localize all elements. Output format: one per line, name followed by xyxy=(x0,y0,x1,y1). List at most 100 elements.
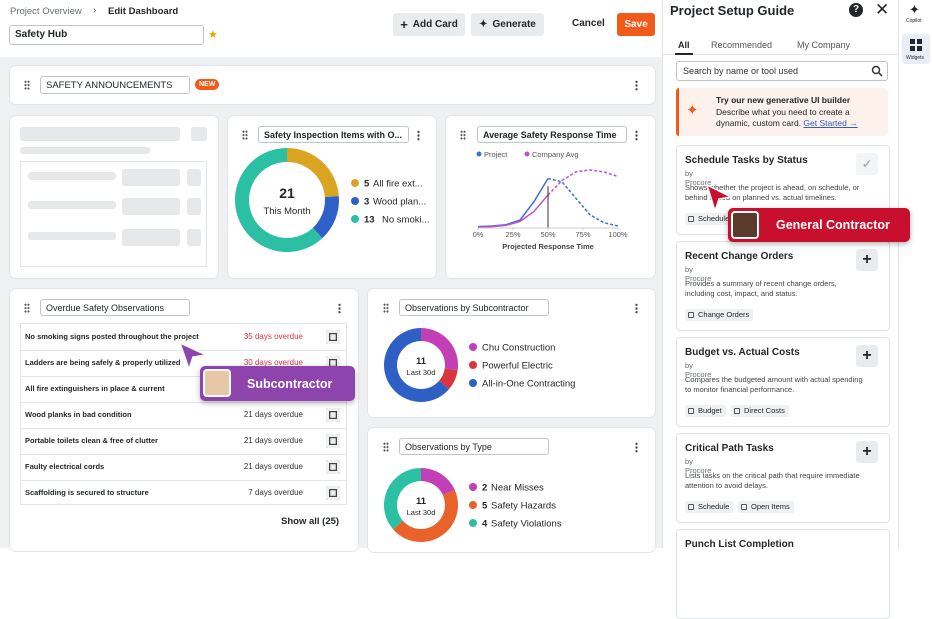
breadcrumb-parent[interactable]: Project Overview xyxy=(10,6,82,17)
skeleton-bar xyxy=(28,172,116,180)
search-placeholder: Search by name or tool used xyxy=(683,66,799,76)
row-item: Wood planks in bad condition xyxy=(25,410,132,419)
tab[interactable]: My Company xyxy=(797,40,851,50)
copilot-icon[interactable]: ✦ xyxy=(909,2,920,17)
widgets-label: Widgets xyxy=(906,55,925,61)
add-button[interactable]: + xyxy=(856,249,878,271)
row-status: 7 days overdue xyxy=(248,488,303,497)
row-item: Faulty electrical cords xyxy=(25,462,105,471)
tag-icon xyxy=(688,312,694,318)
guide-card-source: by Procore xyxy=(685,457,712,475)
guide-card-description: Provides a summary of recent change orde… xyxy=(685,279,837,298)
cancel-button[interactable]: Cancel xyxy=(572,18,605,29)
guide-title: Project Setup Guide xyxy=(670,3,795,18)
card-menu[interactable] xyxy=(635,130,638,141)
dashboard-name-input[interactable]: Safety Hub xyxy=(9,25,204,45)
help-icon[interactable]: ? xyxy=(849,3,863,17)
guide-card-description: Lists tasks on the critical path that re… xyxy=(685,471,860,490)
card-menu[interactable] xyxy=(417,130,420,141)
guide-card-title: Recent Change Orders xyxy=(685,251,794,262)
copilot-label[interactable]: Copilot xyxy=(906,18,922,24)
row-status: 21 days overdue xyxy=(243,436,303,445)
drag-handle[interactable] xyxy=(383,303,389,313)
open-link-icon[interactable] xyxy=(326,460,340,474)
skeleton-bar xyxy=(20,147,150,154)
close-icon[interactable]: ✕ xyxy=(875,0,890,19)
card-title[interactable]: Observations by Subcontractor xyxy=(399,299,549,316)
drag-handle[interactable] xyxy=(383,442,389,452)
card-menu[interactable] xyxy=(635,303,638,314)
search-input[interactable] xyxy=(676,61,888,81)
skeleton-table xyxy=(20,161,207,267)
tag-icon xyxy=(688,408,694,414)
skeleton-bar xyxy=(187,229,201,246)
skeleton-bar xyxy=(187,169,201,186)
tag: Budget xyxy=(685,405,726,417)
add-card-button[interactable]: + Add Card xyxy=(393,13,465,36)
card-title[interactable]: Observations by Type xyxy=(399,438,549,455)
skeleton-card xyxy=(10,116,218,278)
row-divider xyxy=(21,454,346,455)
tag-label: Schedule xyxy=(698,502,730,511)
card-title[interactable]: Average Safety Response Time xyxy=(477,126,627,143)
tab[interactable]: All xyxy=(678,40,690,50)
guide-card-source: by Procore xyxy=(685,361,712,379)
tag-icon xyxy=(734,408,740,414)
open-link-icon[interactable] xyxy=(326,330,340,344)
announcements-title[interactable]: SAFETY ANNOUNCEMENTS xyxy=(40,76,190,94)
generate-button[interactable]: ✦ Generate xyxy=(471,13,544,36)
search-icon xyxy=(871,65,883,77)
row-divider xyxy=(21,480,346,481)
show-all-link[interactable]: Show all (25) xyxy=(281,516,340,527)
card-menu[interactable] xyxy=(338,303,341,314)
guide-card-title: Punch List Completion xyxy=(685,539,794,550)
card-title[interactable]: Overdue Safety Observations xyxy=(40,299,190,316)
widgets-tab[interactable] xyxy=(902,34,930,64)
tab[interactable]: Recommended xyxy=(711,40,773,50)
save-button[interactable]: Save xyxy=(617,13,655,36)
add-button[interactable]: + xyxy=(856,441,878,463)
added-indicator[interactable]: ✓ xyxy=(856,153,878,175)
tag-icon xyxy=(741,504,747,510)
tag-label: Direct Costs xyxy=(744,406,785,415)
drag-handle[interactable] xyxy=(24,80,30,90)
row-status: 35 days overdue xyxy=(243,332,303,341)
drag-handle[interactable] xyxy=(242,130,248,140)
guide-card-title: Critical Path Tasks xyxy=(685,443,774,454)
promo-text: Describe what you need to create a dynam… xyxy=(716,107,876,129)
drag-handle[interactable] xyxy=(460,130,466,140)
tag-icon xyxy=(688,216,694,222)
row-item: All fire extinguishers in place & curren… xyxy=(25,384,165,393)
new-badge: NEW xyxy=(195,79,220,90)
tag-label: Budget xyxy=(698,406,722,415)
tag: Direct Costs xyxy=(731,405,789,417)
row-item: Scaffolding is secured to structure xyxy=(25,488,149,497)
pointer xyxy=(705,183,733,213)
guide-card-source: by Procore xyxy=(685,169,712,187)
card-menu[interactable] xyxy=(635,442,638,453)
skeleton-bar xyxy=(122,198,180,215)
open-link-icon[interactable] xyxy=(326,408,340,422)
tag-label: Change Orders xyxy=(698,310,750,319)
promo-title: Try our new generative UI builder xyxy=(716,95,851,105)
card-menu[interactable] xyxy=(635,80,638,91)
row-item: Portable toilets clean & free of clutter xyxy=(25,436,158,445)
row-divider xyxy=(21,376,346,377)
favorite-star[interactable]: ★ xyxy=(208,29,218,41)
add-button[interactable]: + xyxy=(856,345,878,367)
breadcrumb-separator: › xyxy=(93,5,97,16)
general-contractor-label: General Contractor xyxy=(776,218,890,232)
tag: Open Items xyxy=(738,501,794,513)
skeleton-bar xyxy=(122,169,180,186)
open-link-icon[interactable] xyxy=(326,434,340,448)
promo-link[interactable]: Get Started → xyxy=(803,118,858,128)
generate-label: Generate xyxy=(492,19,536,30)
drag-handle[interactable] xyxy=(24,303,30,313)
promo-banner xyxy=(676,88,888,136)
card-title[interactable]: Safety Inspection Items with O... xyxy=(258,126,409,143)
row-divider xyxy=(21,428,346,429)
plus-icon: + xyxy=(400,17,408,32)
guide-card-title: Budget vs. Actual Costs xyxy=(685,347,800,358)
open-link-icon[interactable] xyxy=(326,486,340,500)
